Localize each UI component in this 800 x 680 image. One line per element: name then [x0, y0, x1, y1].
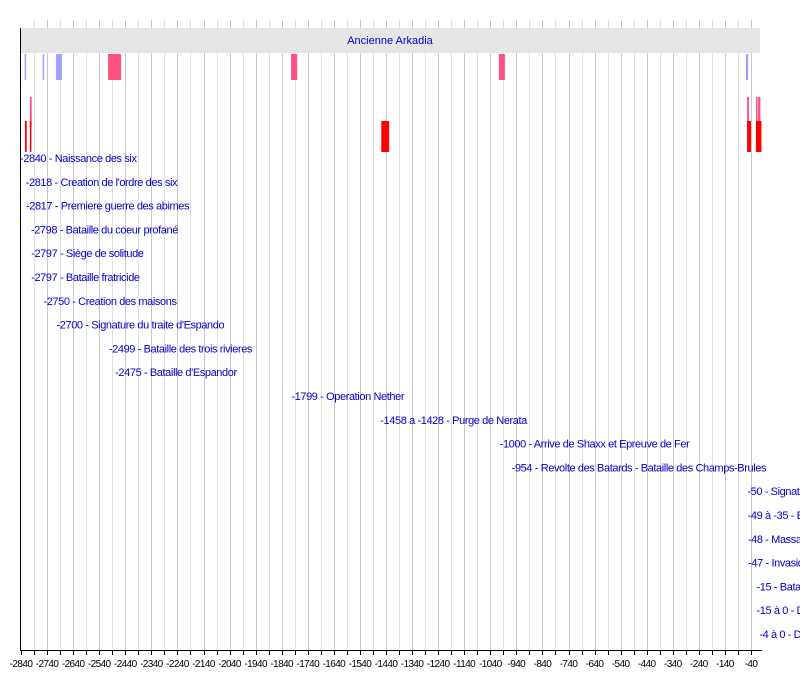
x-tick-label: -1040 — [479, 659, 503, 670]
x-tick-label: -140 — [716, 659, 735, 670]
event-label: -1000 - Arrive de Shaxx et Epreuve de Fe… — [500, 439, 690, 451]
x-tick-label: -2040 — [218, 659, 242, 670]
x-tick-label: -1840 — [270, 659, 294, 670]
timeline-bar — [747, 97, 749, 127]
timeline-bar — [747, 121, 751, 152]
event-label: -2797 - Siège de solitude — [31, 248, 144, 260]
x-tick-label: -40 — [745, 659, 759, 670]
event-label: -2499 - Bataille des trois rivieres — [109, 343, 253, 355]
x-tick-label: -2140 — [192, 659, 216, 670]
timeline-bar — [24, 54, 27, 80]
timeline-bar — [746, 54, 749, 80]
x-tick-label: -1240 — [427, 659, 451, 670]
event-label: -50 - Signature du Traité d — [747, 486, 800, 498]
x-tick-label: -440 — [638, 659, 657, 670]
event-label: -2817 - Premiere guerre des abimes — [26, 201, 190, 213]
event-label: -47 - Invasion de Noctur — [748, 558, 800, 570]
x-tick-label: -840 — [534, 659, 553, 670]
x-tick-label: -1640 — [323, 659, 347, 670]
timeline-bar — [29, 97, 32, 127]
timeline-bar — [291, 54, 298, 80]
bars — [24, 54, 762, 152]
x-tick-label: -2840 — [10, 659, 34, 670]
event-label: -2840 - Naissance des six — [20, 153, 137, 165]
timeline-bar — [755, 97, 758, 127]
timeline-bar — [42, 54, 45, 80]
x-tick-label: -540 — [612, 659, 631, 670]
timeline-bar — [498, 54, 505, 80]
x-tick-label: -1740 — [296, 659, 320, 670]
grid-lines — [34, 20, 752, 650]
event-label: -954 - Revolte des Batards - Bataille de… — [512, 462, 767, 474]
event-label: -48 - Massacre de la Forg — [748, 534, 800, 546]
event-label: -2818 - Creation de l'ordre des six — [26, 177, 178, 189]
event-label: -4 à 0 - Dernier carrée — [759, 629, 800, 641]
x-tick-label: -940 — [508, 659, 527, 670]
x-tick-label: -640 — [586, 659, 605, 670]
x-tick-label: -1340 — [401, 659, 425, 670]
x-tick-label: -1440 — [375, 659, 399, 670]
x-tick-label: -2540 — [88, 659, 112, 670]
event-label: -49 à -35 - Bataille du Roy — [748, 510, 800, 522]
event-label: -1799 - Operation Nether — [291, 391, 404, 403]
x-tick-label: -1940 — [244, 659, 268, 670]
timeline-bar — [55, 54, 62, 80]
timeline-bar — [755, 121, 762, 152]
era-band — [21, 28, 760, 53]
timeline-bar — [29, 121, 32, 152]
x-tick-label: -740 — [560, 659, 579, 670]
event-label: -2700 - Signature du traite d'Espando — [57, 320, 225, 332]
event-label: -2797 - Bataille fratricide — [31, 272, 140, 284]
x-tick-label: -2240 — [166, 659, 190, 670]
event-label: -15 à 0 - Deuxième Gue — [757, 605, 800, 617]
timeline-bar — [381, 121, 390, 152]
event-label: -1458 a -1428 - Purge de Nerata — [380, 415, 528, 427]
x-tick-label: -2340 — [140, 659, 164, 670]
x-tick-label: -240 — [690, 659, 709, 670]
x-tick-label: -2440 — [114, 659, 138, 670]
event-label: -15 - Bataille de Riddem — [757, 581, 800, 593]
era-title: Ancienne Arkadia — [347, 35, 433, 47]
x-tick-label: -340 — [664, 659, 683, 670]
event-label: -2475 - Bataille d'Espandor — [115, 367, 237, 379]
timeline-bar — [108, 54, 122, 80]
event-label: -2750 - Creation des maisons — [43, 296, 177, 308]
x-tick-label: -2640 — [62, 659, 86, 670]
timeline-bar — [758, 97, 761, 127]
x-tick-label: -1540 — [349, 659, 373, 670]
event-label: -2798 - Bataille du coeur profané — [31, 224, 178, 236]
timeline-bar — [24, 121, 27, 152]
event-labels: -2840 - Naissance des six -2818 - Creatio… — [20, 153, 800, 641]
x-tick-label: -1140 — [453, 659, 476, 670]
x-tick-label: -2740 — [36, 659, 60, 670]
x-axis-ticks: -2840 -2740 -2640 -2540 -2440 -2340 -2240 -2140… — [10, 650, 759, 670]
